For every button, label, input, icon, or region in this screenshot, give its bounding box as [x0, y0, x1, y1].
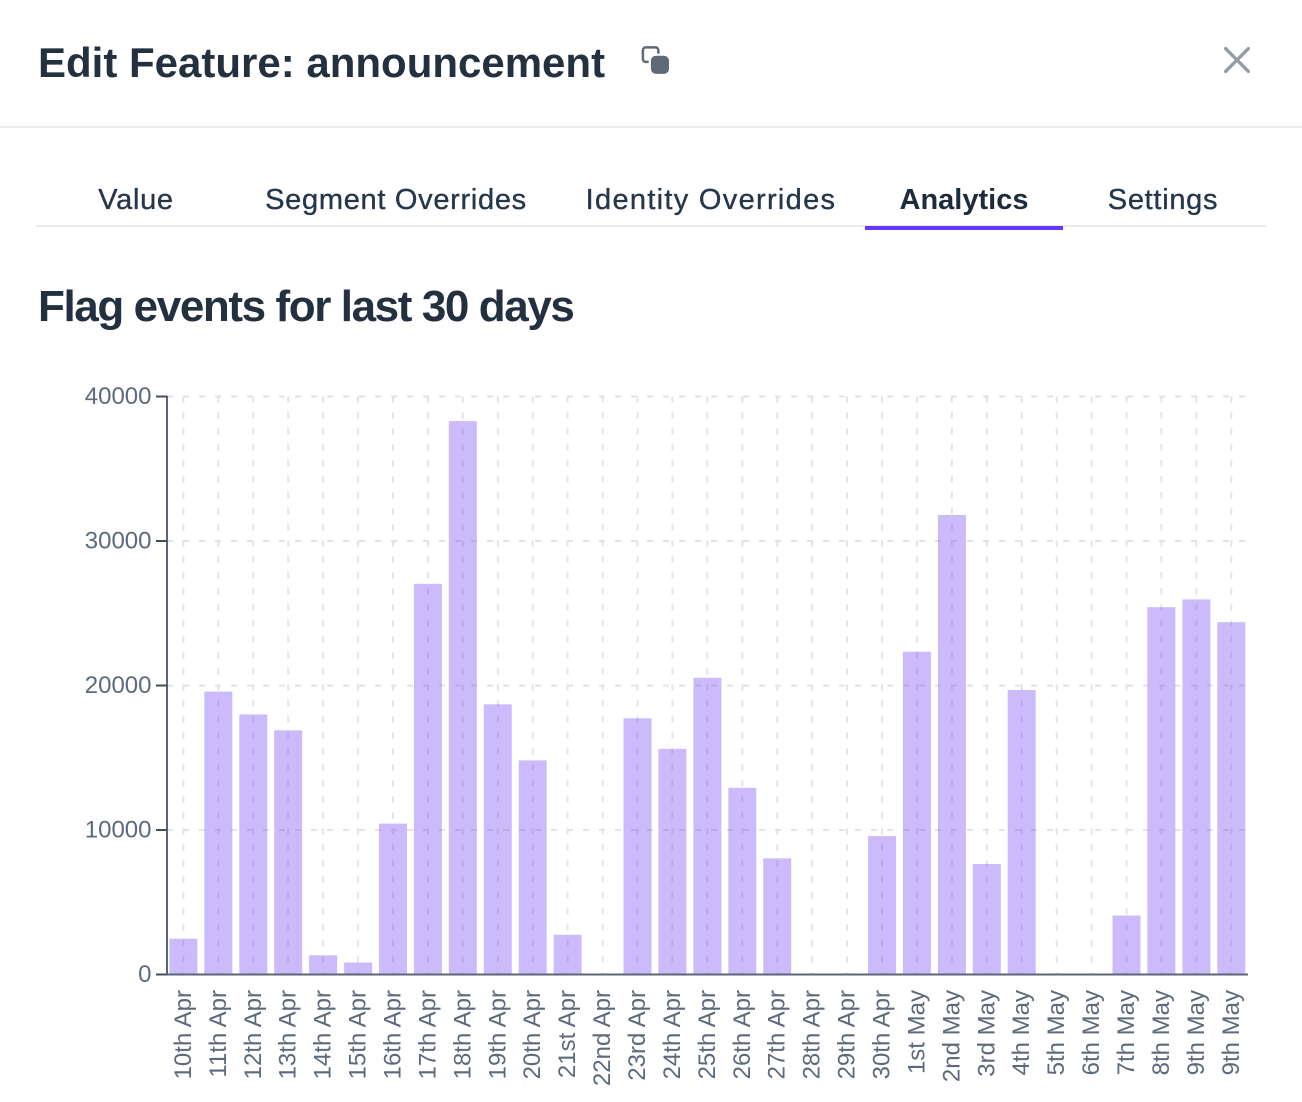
svg-text:22nd Apr: 22nd Apr	[589, 990, 616, 1086]
svg-text:6th May: 6th May	[1078, 990, 1105, 1075]
svg-text:2nd May: 2nd May	[938, 990, 965, 1082]
svg-text:3rd May: 3rd May	[973, 990, 1000, 1077]
svg-text:17th Apr: 17th Apr	[414, 990, 441, 1079]
svg-text:14th Apr: 14th Apr	[310, 990, 337, 1079]
svg-text:40000: 40000	[85, 383, 152, 410]
svg-text:28th Apr: 28th Apr	[799, 990, 826, 1079]
svg-text:21st Apr: 21st Apr	[554, 990, 581, 1078]
svg-text:7th May: 7th May	[1113, 990, 1140, 1075]
svg-text:20th Apr: 20th Apr	[519, 990, 546, 1079]
svg-text:26th Apr: 26th Apr	[729, 990, 756, 1079]
svg-text:8th May: 8th May	[1148, 990, 1175, 1075]
svg-text:9th May: 9th May	[1183, 990, 1210, 1075]
svg-text:1st May: 1st May	[903, 990, 930, 1074]
svg-text:20000: 20000	[85, 672, 152, 699]
svg-text:13th Apr: 13th Apr	[275, 990, 302, 1079]
svg-text:24th Apr: 24th Apr	[659, 990, 686, 1079]
svg-text:30000: 30000	[85, 528, 152, 555]
svg-text:29th Apr: 29th Apr	[834, 990, 861, 1079]
svg-text:0: 0	[138, 961, 151, 988]
svg-text:10th Apr: 10th Apr	[170, 990, 197, 1079]
svg-text:25th Apr: 25th Apr	[694, 990, 721, 1079]
svg-text:5th May: 5th May	[1043, 990, 1070, 1075]
svg-text:19th Apr: 19th Apr	[484, 990, 511, 1079]
svg-text:30th Apr: 30th Apr	[869, 990, 896, 1079]
svg-text:27th Apr: 27th Apr	[764, 990, 791, 1079]
svg-text:12th Apr: 12th Apr	[240, 990, 267, 1079]
svg-text:10000: 10000	[85, 817, 152, 844]
svg-text:4th May: 4th May	[1008, 990, 1035, 1075]
svg-text:9th May: 9th May	[1218, 990, 1245, 1075]
svg-text:16th Apr: 16th Apr	[380, 990, 407, 1079]
svg-text:15th Apr: 15th Apr	[345, 990, 372, 1079]
svg-text:23rd Apr: 23rd Apr	[624, 990, 651, 1081]
svg-text:18th Apr: 18th Apr	[449, 990, 476, 1079]
svg-text:11th Apr: 11th Apr	[205, 990, 232, 1078]
